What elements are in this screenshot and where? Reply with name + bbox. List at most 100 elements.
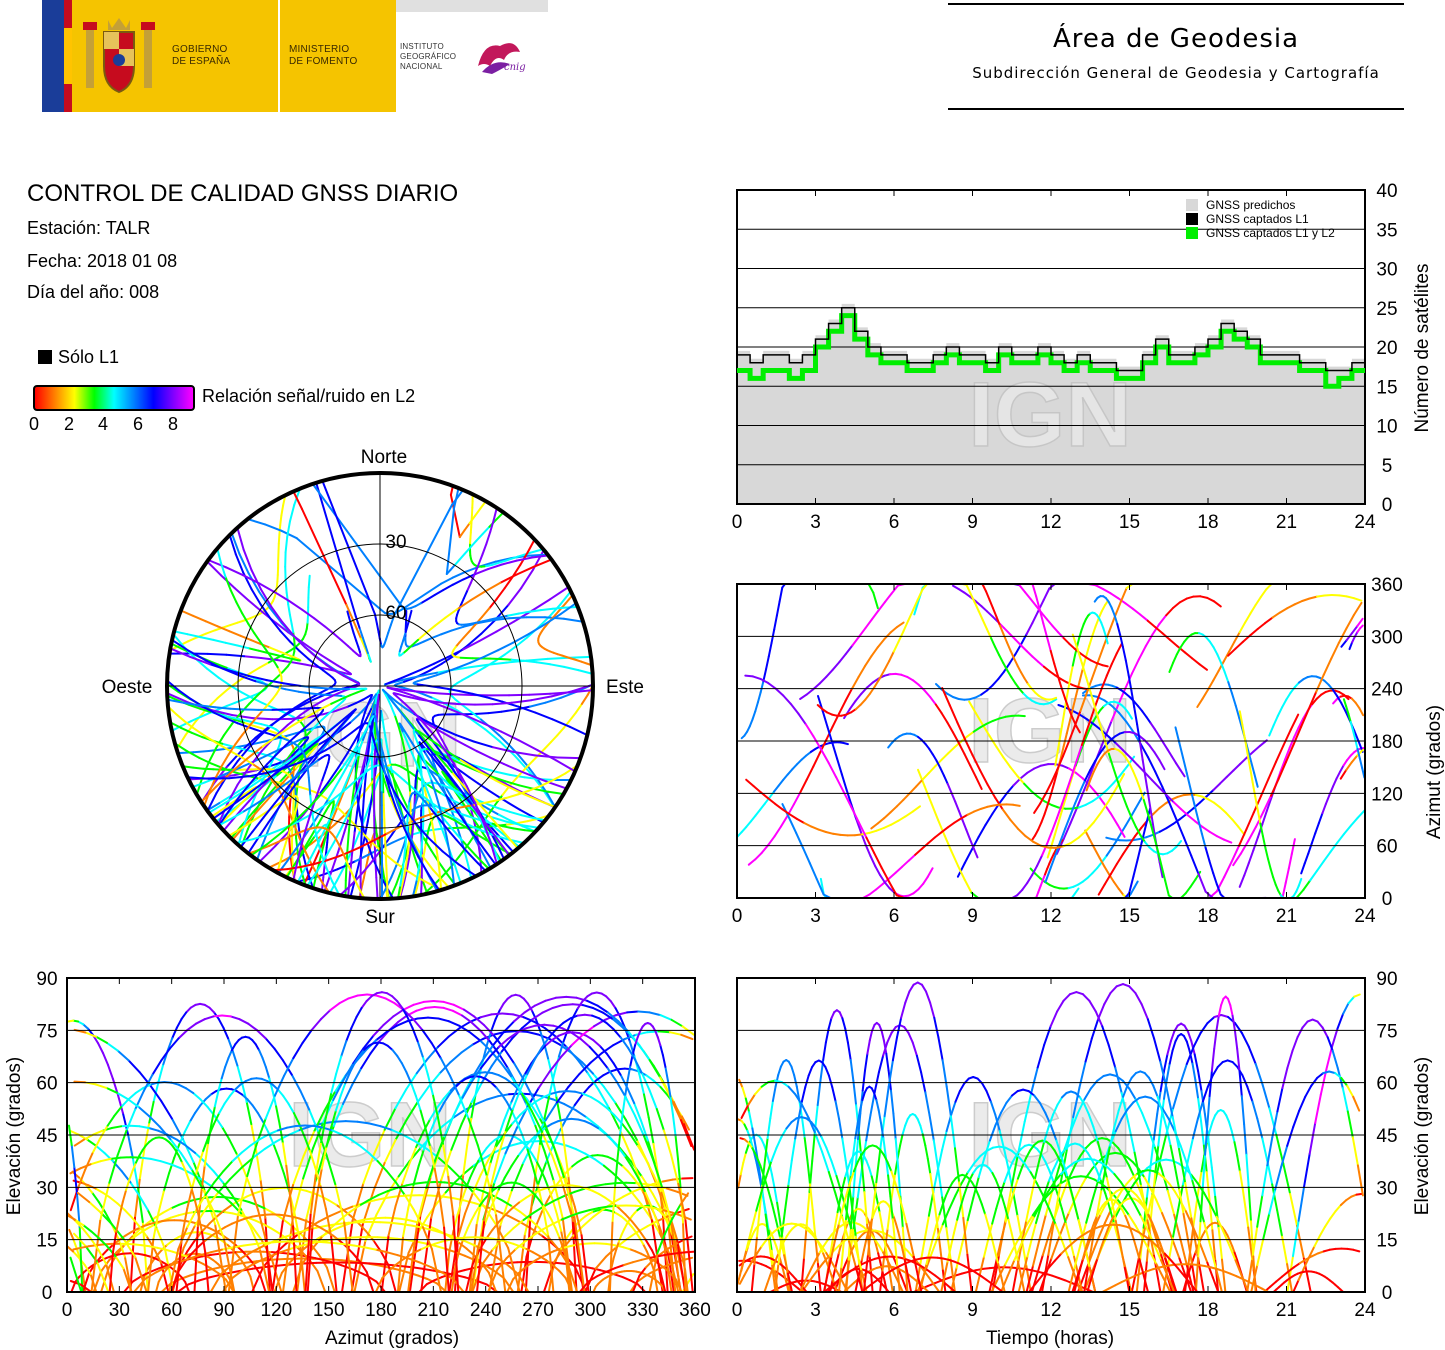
elevation-azimuth-track xyxy=(148,1221,157,1225)
azimuth-track xyxy=(1208,859,1215,875)
skyplot-track xyxy=(512,750,536,757)
skyplot-track xyxy=(189,655,211,666)
azimuth-track xyxy=(873,677,881,688)
report-title: CONTROL DE CALIDAD GNSS DIARIO xyxy=(27,180,459,207)
azimuth-track xyxy=(969,764,977,779)
skyplot-track xyxy=(235,838,254,844)
azimuth-track xyxy=(1185,807,1195,815)
skyplot-track xyxy=(331,791,343,801)
skyplot-track xyxy=(382,726,387,737)
skyplot-track xyxy=(242,785,260,798)
elevation-azimuth-track xyxy=(592,1039,601,1047)
azimuth-track xyxy=(963,848,973,864)
azimuth-track xyxy=(1119,765,1129,777)
skyplot-track xyxy=(234,733,244,746)
azimuth-track xyxy=(1048,670,1057,677)
skyplot-track xyxy=(316,840,323,856)
elevation-azimuth-track xyxy=(251,1266,265,1293)
azimuth-track xyxy=(1135,778,1142,791)
skyplot-track xyxy=(182,701,201,707)
azimuth-track xyxy=(805,688,815,696)
skyplot-track xyxy=(300,868,307,887)
skyplot-track xyxy=(432,771,440,777)
elevation-azimuth-track xyxy=(572,1007,579,1019)
legend-swatch xyxy=(1186,199,1198,211)
skyplot-track xyxy=(289,504,296,523)
skyplot-track xyxy=(522,659,538,664)
skyplot-track xyxy=(501,825,515,830)
elevation-azimuth-track xyxy=(559,1117,566,1147)
elevation-azimuth-track xyxy=(595,1074,605,1082)
skyplot-track xyxy=(450,708,469,718)
area-geodesia-header: Área de Geodesia Subdirección General de… xyxy=(948,0,1404,112)
skyplot-track xyxy=(396,707,405,717)
skyplot-track xyxy=(509,819,524,828)
azimuth-track xyxy=(1297,717,1305,729)
skyplot-track xyxy=(384,734,388,748)
elevation-azimuth-track xyxy=(146,1208,158,1229)
elevation-azimuth-track xyxy=(612,1172,624,1184)
y-tick-label: 0 xyxy=(1382,889,1393,910)
azimuth-track xyxy=(1136,841,1143,861)
skyplot-track xyxy=(428,806,436,814)
elevation-azimuth-track xyxy=(586,1072,600,1091)
skyplot-track xyxy=(462,846,472,857)
skyplot-track xyxy=(414,737,419,745)
azimuth-track xyxy=(1191,657,1201,666)
azimuth-track xyxy=(966,810,975,816)
azimuth-track xyxy=(1347,712,1352,723)
elevation-azimuth-track xyxy=(316,1270,327,1293)
azimuth-track xyxy=(1293,600,1304,606)
azimuth-track xyxy=(1072,693,1078,709)
azimuth-track xyxy=(1094,617,1100,628)
skyplot-track xyxy=(457,703,476,706)
skyplot-track xyxy=(308,806,314,819)
azimuth-track xyxy=(1046,636,1052,652)
skyplot-track xyxy=(361,876,365,886)
elevation-azimuth-track xyxy=(470,1094,477,1120)
skyplot-track xyxy=(286,520,291,538)
azimuth-track xyxy=(802,846,811,865)
skyplot-track xyxy=(351,616,358,630)
elevation-azimuth-track xyxy=(185,1006,192,1014)
elevation-azimuth-track xyxy=(107,1063,114,1080)
skyplot-track xyxy=(290,661,306,666)
skyplot-track xyxy=(298,762,303,775)
azimuth-track xyxy=(1128,762,1134,772)
elevation-azimuth-track xyxy=(148,1100,155,1126)
azimuth-track xyxy=(1060,798,1067,813)
elevation-azimuth-track xyxy=(526,1030,540,1036)
elevation-azimuth-track xyxy=(614,1007,622,1019)
skyplot-track xyxy=(481,607,491,618)
azimuth-track xyxy=(1085,779,1092,792)
skyplot-track xyxy=(464,814,475,820)
skyplot-track xyxy=(437,861,441,877)
azimuth-track xyxy=(1110,606,1116,616)
skyplot-track xyxy=(253,773,266,783)
azimuth-track xyxy=(1035,595,1041,611)
elevation-azimuth-track xyxy=(129,1181,140,1197)
skyplot-track xyxy=(455,805,467,810)
skyplot-track xyxy=(495,620,516,633)
skyplot-track xyxy=(528,609,542,613)
skyplot-track xyxy=(274,829,291,848)
skyplot-track xyxy=(516,789,531,796)
skyplot-track xyxy=(500,730,521,742)
azimuth-track xyxy=(888,871,897,880)
elevation-azimuth-track xyxy=(123,1209,133,1219)
skyplot-track xyxy=(280,848,285,859)
skyplot-track xyxy=(275,654,285,658)
elevation-azimuth-track xyxy=(204,1093,212,1101)
skyplot-track xyxy=(450,625,465,632)
skyplot-track xyxy=(224,747,235,754)
skyplot-track xyxy=(486,807,500,816)
azimuth-track xyxy=(916,588,924,601)
skyplot-track xyxy=(515,556,534,562)
azimuth-track xyxy=(1353,729,1360,742)
azimuth-track xyxy=(1359,624,1364,630)
skyplot-track xyxy=(380,746,384,754)
skyplot-track xyxy=(288,840,292,856)
skyplot-track xyxy=(256,782,267,794)
skyplot-track xyxy=(291,772,301,781)
skyplot-track xyxy=(354,857,362,879)
